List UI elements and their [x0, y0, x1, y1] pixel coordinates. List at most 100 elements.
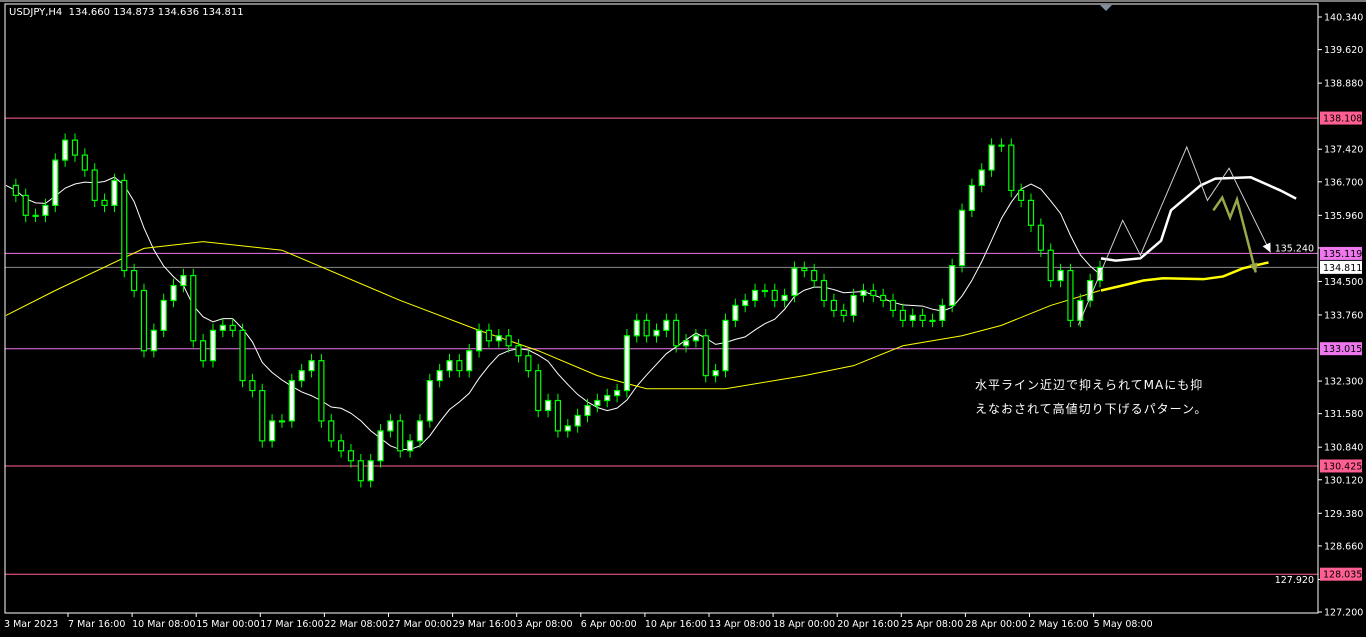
candle-body	[801, 267, 808, 272]
candle-body	[416, 420, 424, 442]
candle-body	[446, 360, 453, 372]
x-tick-label: 15 Mar 00:00	[196, 619, 259, 630]
projected-ma-long-line[interactable]	[1100, 261, 1269, 292]
candle-body	[1037, 224, 1044, 251]
candle-body	[643, 319, 650, 337]
candle-body	[988, 144, 995, 171]
chart-shift-marker-icon[interactable]	[1100, 5, 1112, 11]
candle-body	[771, 289, 778, 302]
x-tick-label: 6 Apr 00:00	[581, 619, 637, 630]
candle-body	[653, 329, 660, 337]
candle-body	[525, 355, 532, 372]
candle-body	[544, 399, 552, 412]
candle-body	[623, 335, 631, 392]
y-tick-label: 136.700	[1324, 177, 1363, 188]
projected-ma-short-line[interactable]	[1100, 176, 1297, 262]
chart-title: USDJPY,H4 134.660 134.873 134.636 134.81…	[9, 7, 244, 18]
x-tick-label: 17 Mar 16:00	[260, 619, 323, 630]
candle-body	[820, 279, 828, 302]
candle-body	[219, 324, 226, 331]
candle-body	[712, 370, 719, 377]
candle-body	[939, 304, 946, 321]
candle-body	[406, 440, 414, 452]
price-level-label-box	[1320, 260, 1362, 274]
candle-body	[613, 389, 621, 397]
x-tick-label: 10 Mar 08:00	[132, 619, 195, 630]
y-tick-label: 140.340	[1324, 13, 1363, 24]
candle-body	[554, 399, 562, 432]
price-level-label-box	[1320, 111, 1362, 125]
candle-body	[1027, 199, 1035, 226]
ohlc-readout: 134.660 134.873 134.636 134.811	[68, 7, 244, 18]
candle-body	[387, 420, 394, 432]
candle-body	[466, 350, 473, 372]
candle-body	[111, 179, 118, 206]
y-tick-label: 135.960	[1324, 211, 1363, 222]
candle-body	[229, 324, 236, 331]
candle-body	[1018, 189, 1025, 201]
x-tick-label: 27 Mar 00:00	[389, 619, 452, 630]
candle-body	[860, 289, 867, 297]
candle-body	[633, 319, 640, 337]
x-tick-label: 7 Mar 16:00	[68, 619, 125, 630]
candle-body	[722, 319, 729, 372]
candle-body	[682, 340, 690, 347]
candle-body	[899, 309, 906, 321]
candle-body	[811, 269, 818, 282]
candle-body	[249, 380, 256, 392]
candle-body	[150, 329, 157, 352]
price-level-label-box	[1320, 567, 1362, 581]
candle-body	[968, 184, 975, 211]
candle-body	[1067, 269, 1074, 321]
candle-body	[742, 299, 749, 307]
y-tick-label: 128.660	[1324, 541, 1363, 552]
candle-body	[485, 329, 493, 342]
price-level-label: 133.015	[1323, 344, 1362, 355]
candle-body	[732, 304, 739, 321]
moving-average-long-line	[5, 241, 1101, 390]
x-tick-label: 20 Apr 16:00	[837, 619, 899, 630]
candle-body	[288, 380, 295, 422]
candle-body	[604, 394, 611, 402]
candle-body	[397, 420, 404, 452]
candle-body	[131, 269, 138, 292]
candle-body	[850, 294, 857, 317]
candle-body	[1008, 144, 1015, 192]
candle-body	[929, 319, 936, 322]
price-level-label-box	[1320, 459, 1362, 473]
y-tick-label: 130.120	[1324, 475, 1363, 486]
x-tick-label: 22 Mar 08:00	[324, 619, 387, 630]
candle-body	[308, 360, 315, 372]
y-tick-label: 134.500	[1324, 277, 1363, 288]
candle-body	[958, 209, 966, 267]
y-tick-label: 133.760	[1324, 310, 1363, 321]
x-tick-label: 28 Apr 00:00	[965, 619, 1027, 630]
projection-zigzag-line[interactable]	[1077, 145, 1271, 326]
candle-body	[140, 289, 148, 352]
candle-body	[71, 139, 79, 156]
price-level-label: 134.811	[1323, 263, 1362, 274]
candle-body	[949, 264, 956, 307]
candle-body	[791, 267, 798, 297]
candle-body	[564, 425, 571, 432]
y-tick-label: 131.580	[1324, 409, 1363, 420]
candle-body	[830, 299, 837, 312]
price-level-label: 135.119	[1323, 249, 1362, 260]
candle-body	[495, 335, 502, 342]
price-level-label: 138.108	[1323, 114, 1362, 125]
price-level-label-box	[1320, 342, 1362, 356]
candle-body	[505, 335, 512, 347]
y-tick-label: 132.300	[1324, 377, 1363, 388]
candle-body	[318, 360, 325, 422]
projection-olive-zigzag-line[interactable]	[1212, 195, 1257, 273]
candle-body	[870, 289, 877, 297]
window-top-bar	[0, 0, 1366, 2]
candle-body	[535, 370, 542, 412]
y-tick-label: 130.840	[1324, 443, 1363, 454]
candle-body	[81, 154, 88, 171]
candle-body	[761, 289, 769, 293]
annotation-line-1: 水平ライン近辺で抑えられてMAにも抑	[975, 378, 1204, 392]
x-tick-label: 29 Mar 16:00	[453, 619, 516, 630]
plot-frame	[4, 3, 1319, 614]
